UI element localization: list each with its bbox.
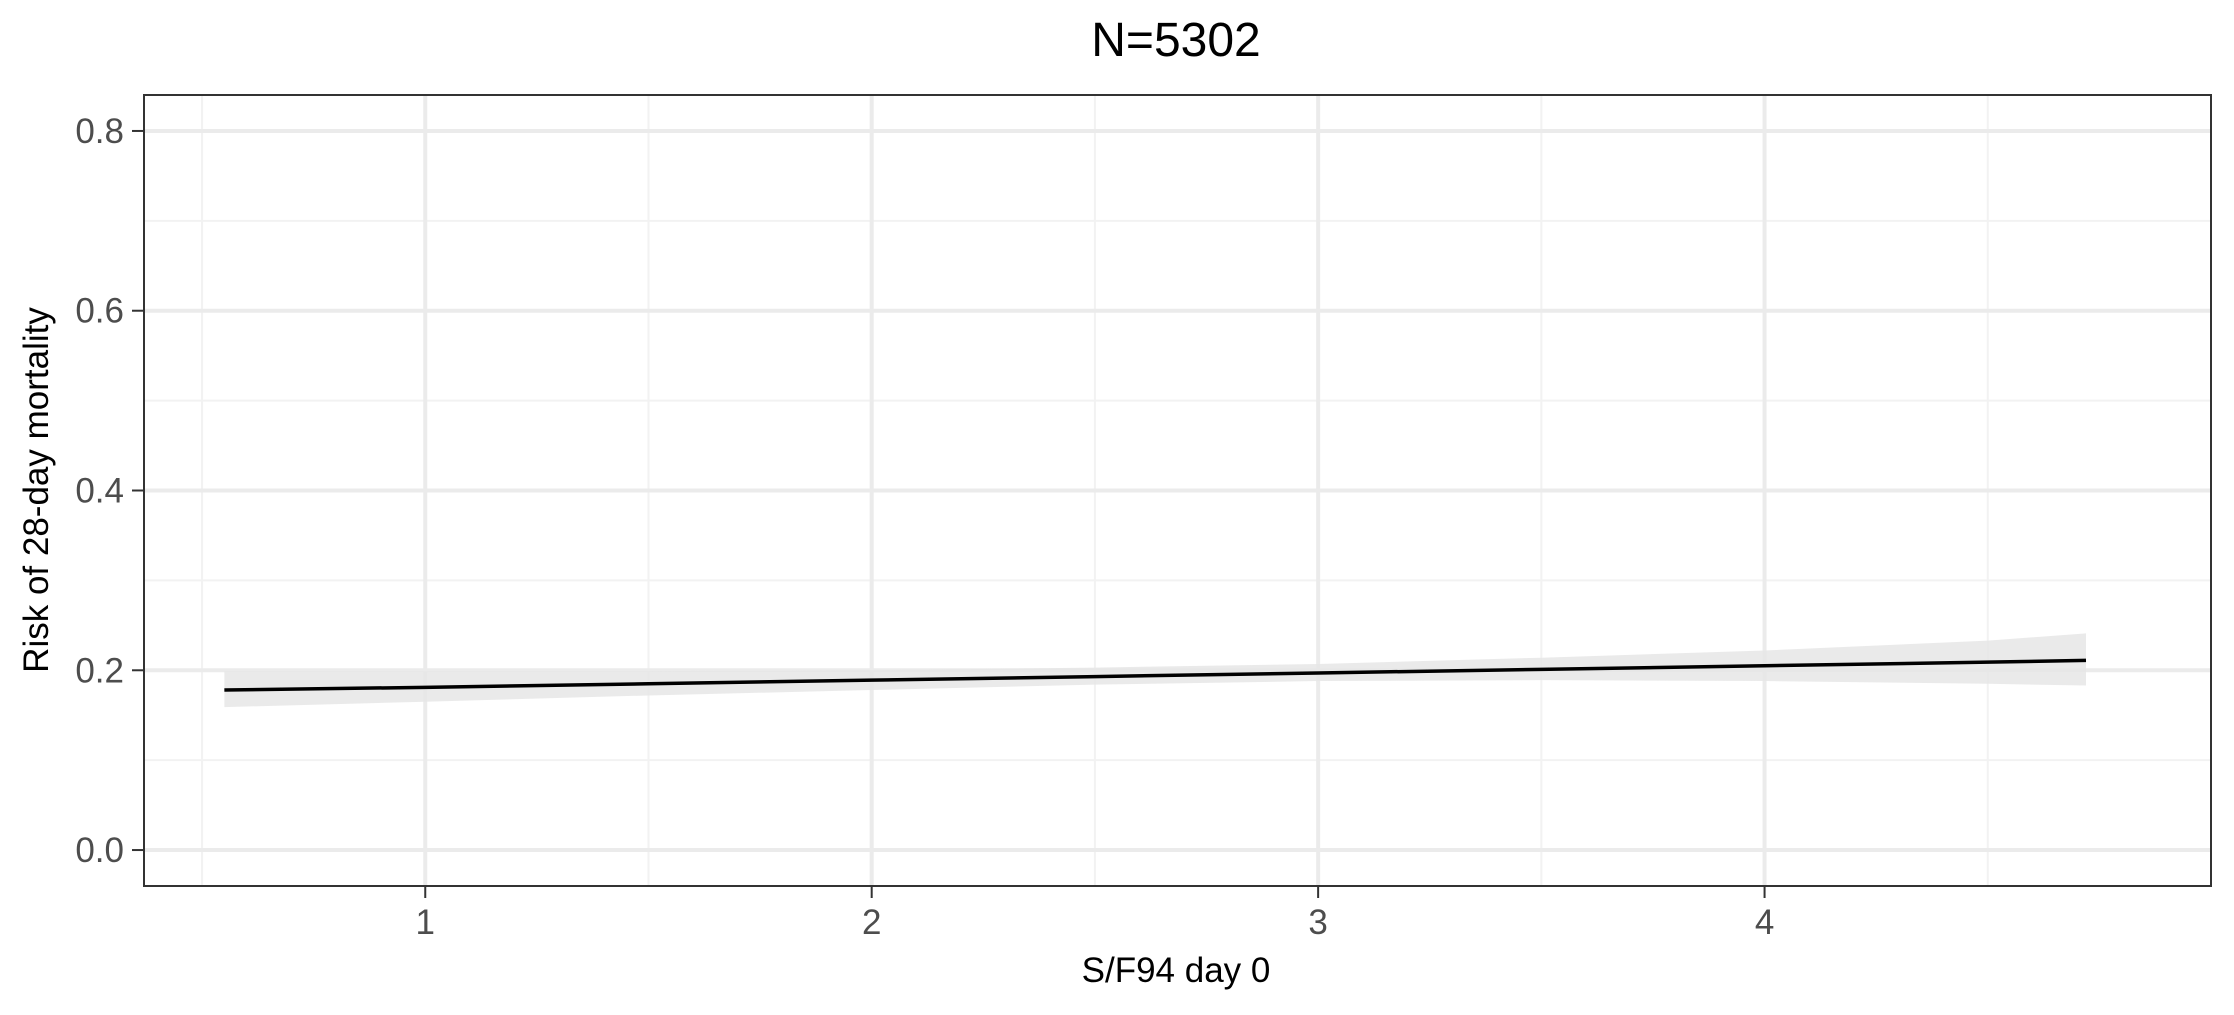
y-tick-label: 0.4 — [75, 472, 124, 511]
y-tick-label: 0.6 — [75, 292, 124, 331]
confidence-ribbon — [224, 633, 2086, 708]
x-tick-label: 3 — [1308, 903, 1327, 942]
y-tick-label: 0.8 — [75, 112, 124, 151]
y-axis-label: Risk of 28-day mortality — [17, 307, 56, 673]
series-line — [224, 658, 2087, 692]
x-tick-label: 2 — [862, 903, 881, 942]
y-tick-label: 0.2 — [75, 651, 124, 690]
series-lines — [224, 658, 2087, 692]
x-tick-label: 4 — [1755, 903, 1774, 942]
x-axis-label: S/F94 day 0 — [1082, 951, 1271, 990]
confidence-band — [224, 633, 2086, 708]
x-tick-label: 1 — [416, 903, 435, 942]
y-tick-label: 0.0 — [75, 831, 124, 870]
chart-title: N=5302 — [1091, 14, 1260, 67]
x-axis: 1 2 3 4 — [416, 886, 1774, 942]
y-axis: 0.0 0.2 0.4 0.6 0.8 — [75, 112, 144, 870]
grid-major — [144, 95, 2211, 886]
